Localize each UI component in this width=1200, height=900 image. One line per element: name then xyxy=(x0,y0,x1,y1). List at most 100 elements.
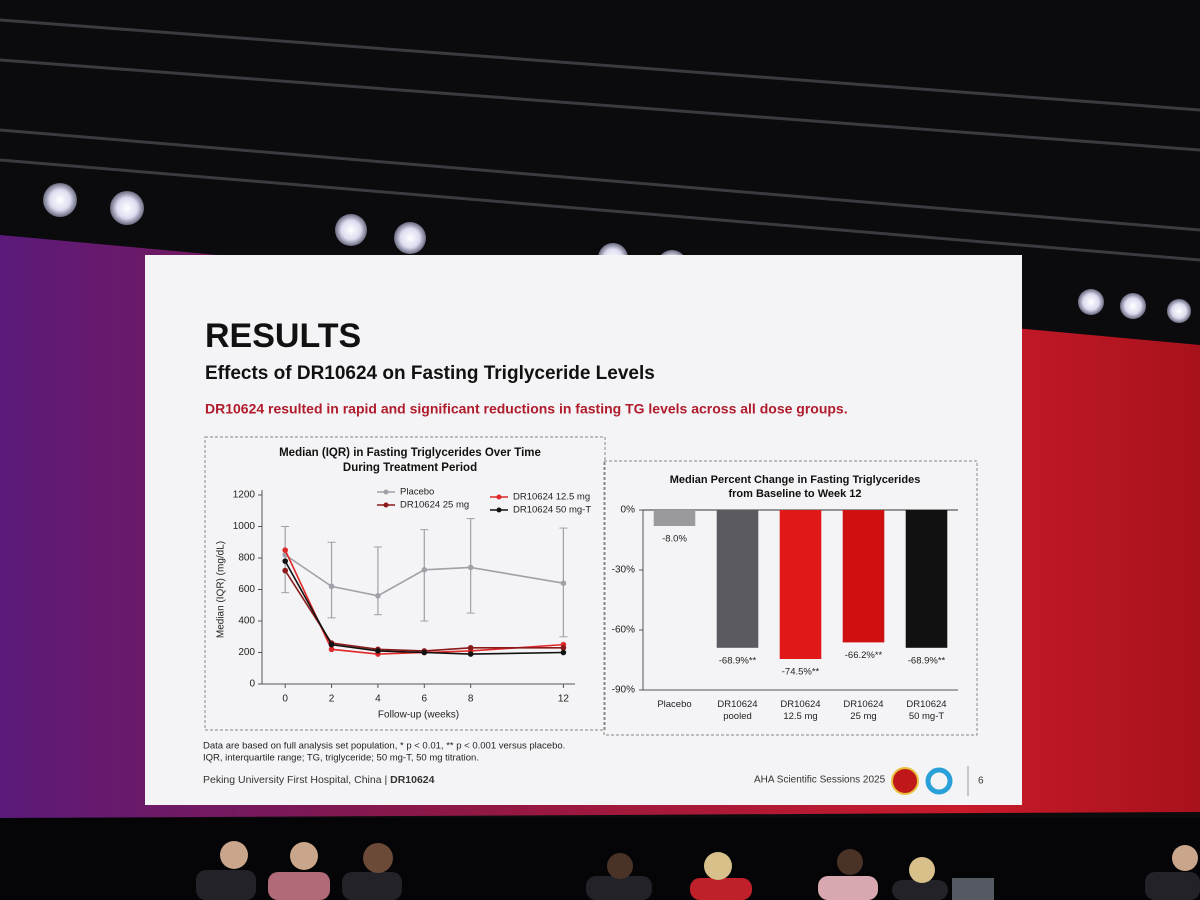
footnote: Data are based on full analysis set popu… xyxy=(203,741,565,752)
panelist xyxy=(892,880,948,900)
panelist-head xyxy=(704,852,732,880)
data-point xyxy=(328,641,335,648)
y-tick-label: 1200 xyxy=(233,490,256,501)
bar xyxy=(842,510,885,643)
legend-marker xyxy=(496,494,502,500)
series-line xyxy=(284,560,564,655)
y-tick-label: 200 xyxy=(238,647,255,658)
footer-left: Peking University First Hospital, China … xyxy=(203,774,435,786)
series-line xyxy=(284,554,564,597)
x-tick-label-line: DR10624 xyxy=(843,699,883,710)
legend-label: DR10624 50 mg-T xyxy=(513,505,591,516)
y-tick-label: 1000 xyxy=(233,521,256,532)
x-tick-label: 6 xyxy=(422,694,428,705)
x-tick-label-line: 50 mg-T xyxy=(909,711,945,722)
data-point xyxy=(467,651,474,657)
panelist xyxy=(818,876,878,900)
panelist xyxy=(690,878,752,900)
x-tick-label-line: Placebo xyxy=(657,699,691,710)
chart-title: Median (IQR) in Fasting Triglycerides Ov… xyxy=(279,447,541,459)
legend-label: DR10624 25 mg xyxy=(400,500,469,511)
x-tick-label-line: DR10624 xyxy=(780,699,820,710)
x-tick-label: DR10624 50 mg-T xyxy=(906,699,946,722)
y-tick-label: 0% xyxy=(621,505,636,516)
light xyxy=(1078,289,1104,315)
page-number: 6 xyxy=(978,776,984,787)
chart-subtitle: During Treatment Period xyxy=(343,462,477,474)
y-tick-label: 400 xyxy=(238,616,255,627)
bar-chart-frame xyxy=(603,460,978,736)
panelist-head xyxy=(1172,845,1198,871)
y-tick-label: 0 xyxy=(249,679,255,690)
legend-marker xyxy=(496,507,502,513)
legend-marker xyxy=(383,489,389,495)
legend-label: Placebo xyxy=(400,487,434,498)
slide-highlight: DR10624 resulted in rapid and significan… xyxy=(205,401,848,417)
data-point xyxy=(421,649,428,656)
y-axis-label: Median (IQR) (mg/dL) xyxy=(216,541,227,638)
truss-beam xyxy=(0,18,1200,112)
truss-beam xyxy=(0,58,1200,152)
data-point xyxy=(467,564,474,571)
logo-company xyxy=(925,767,953,795)
x-tick-label: 8 xyxy=(468,694,474,705)
x-tick-label: 2 xyxy=(329,694,335,705)
light xyxy=(335,214,367,246)
bar-value-label: -8.0% xyxy=(662,534,687,545)
bar xyxy=(653,510,696,526)
series-line xyxy=(284,549,564,655)
panelist-head xyxy=(220,841,248,869)
panelists xyxy=(196,841,1200,900)
panelist-head xyxy=(607,853,633,879)
x-tick-label: 4 xyxy=(375,694,381,705)
light xyxy=(1120,293,1146,319)
data-point xyxy=(560,580,567,586)
legend-label: DR10624 12.5 mg xyxy=(513,492,590,503)
data-point xyxy=(328,646,335,653)
x-tick-label-line: pooled xyxy=(723,711,752,722)
panelist-head xyxy=(837,849,863,875)
truss-beam xyxy=(0,128,1200,232)
panelist xyxy=(196,870,256,900)
light xyxy=(1167,299,1191,323)
y-tick-label: 600 xyxy=(238,584,255,595)
y-tick-label: -60% xyxy=(612,625,635,636)
panelist xyxy=(586,876,652,900)
x-tick-label: DR10624 25 mg xyxy=(843,699,883,722)
footnote: IQR, interquartile range; TG, triglyceri… xyxy=(203,753,479,764)
x-axis-label: Follow-up (weeks) xyxy=(378,710,459,721)
x-tick-label: 0 xyxy=(282,694,288,705)
footer-drug: DR10624 xyxy=(390,774,435,786)
panelist xyxy=(1145,872,1200,900)
data-point xyxy=(560,649,567,656)
y-tick-label: -30% xyxy=(612,565,635,576)
bar-value-label: -68.9%** xyxy=(908,655,946,666)
x-tick-label-line: 25 mg xyxy=(850,711,876,722)
panelist xyxy=(268,872,330,900)
truss-beam xyxy=(0,158,1200,262)
panelist-head xyxy=(363,843,393,873)
x-tick-label-line: DR10624 xyxy=(906,699,946,710)
line-chart-frame xyxy=(204,436,606,731)
slide-subtitle: Effects of DR10624 on Fasting Triglyceri… xyxy=(205,363,655,384)
data-point xyxy=(375,648,381,654)
panelist xyxy=(342,872,402,900)
bar-value-label: -74.5%** xyxy=(782,667,820,678)
x-tick-label: DR10624 12.5 mg xyxy=(780,699,820,722)
bar-value-label: -66.2%** xyxy=(845,650,883,661)
legend-marker xyxy=(383,502,389,508)
data-point xyxy=(560,644,567,651)
bar xyxy=(905,510,948,648)
light xyxy=(43,183,77,217)
chart-subtitle: from Baseline to Week 12 xyxy=(728,488,861,500)
ceiling-truss xyxy=(0,18,1200,262)
x-tick-label: DR10624 pooled xyxy=(717,699,757,722)
x-tick-label: 12 xyxy=(558,694,570,705)
data-point xyxy=(375,593,381,599)
data-point xyxy=(421,567,428,573)
panelist-head xyxy=(909,857,935,883)
bar-value-label: -68.9%** xyxy=(719,655,757,666)
light xyxy=(110,191,144,225)
light xyxy=(394,222,426,254)
